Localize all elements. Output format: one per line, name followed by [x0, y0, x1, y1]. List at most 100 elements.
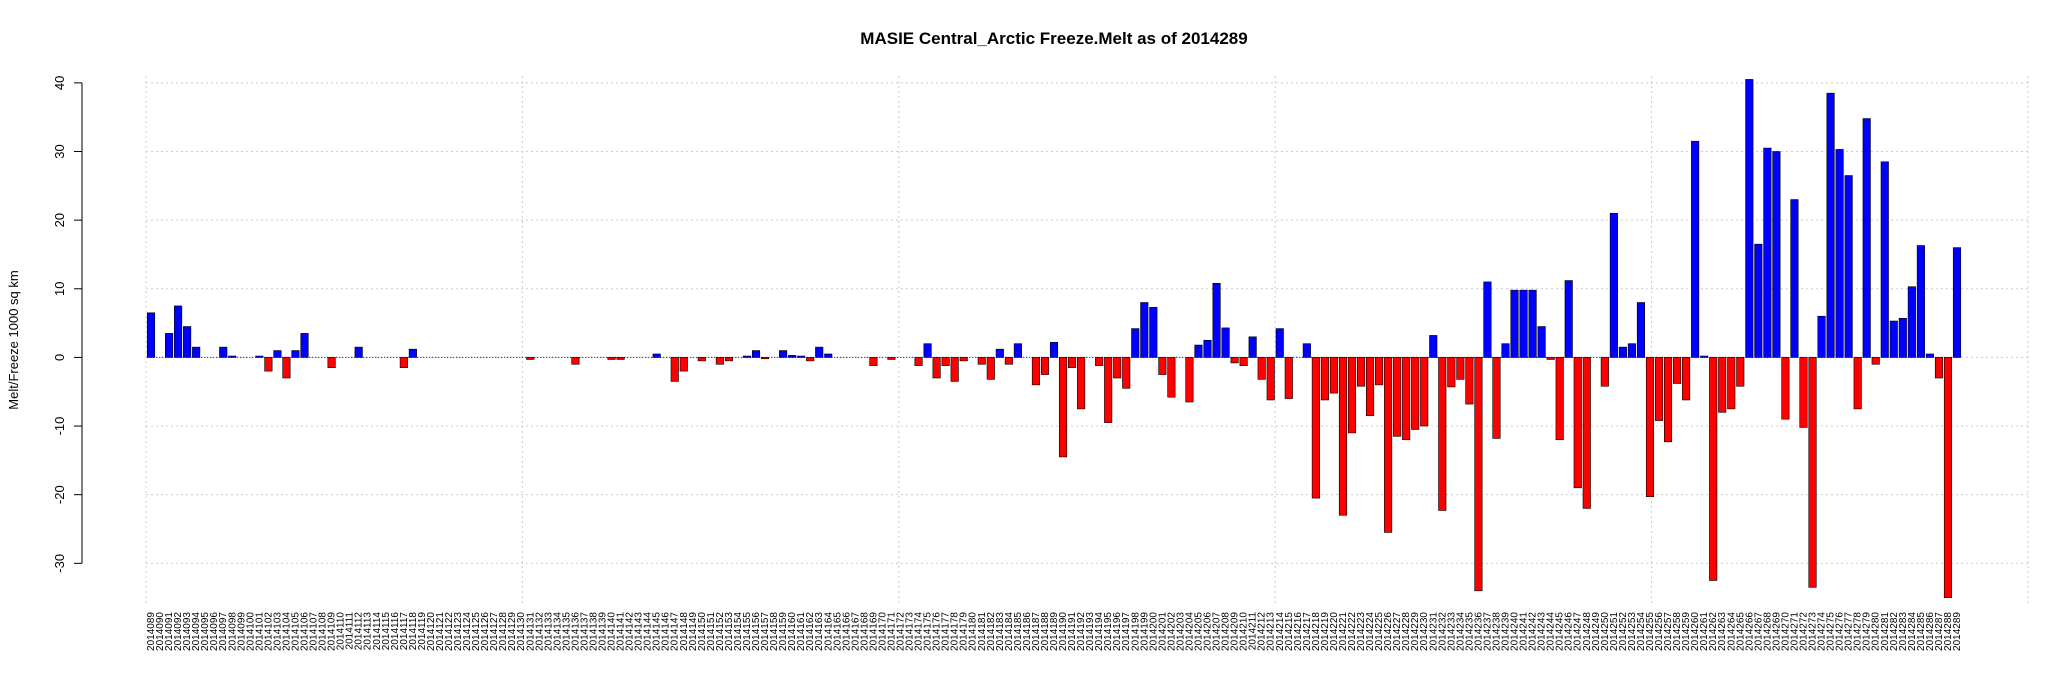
- bar: [1519, 289, 1528, 358]
- x-tick-label: 2014089: [146, 612, 157, 651]
- x-tick-label: 2014226: [1383, 612, 1394, 651]
- x-tick-label: 2014199: [1139, 612, 1150, 651]
- x-tick-label: 2014140: [607, 612, 618, 651]
- x-tick-label: 2014103: [272, 612, 283, 651]
- x-tick-label: 2014208: [1221, 612, 1232, 651]
- bar: [1952, 247, 1962, 358]
- x-tick-label: 2014184: [1004, 612, 1015, 651]
- x-tick-label: 2014120: [426, 612, 437, 651]
- bar: [815, 346, 824, 358]
- x-tick-label: 2014227: [1392, 612, 1403, 651]
- x-tick-label: 2014144: [643, 612, 654, 651]
- bar: [950, 357, 959, 382]
- bar: [1754, 243, 1763, 358]
- x-tick-label: 2014145: [652, 612, 663, 651]
- bar: [1826, 92, 1835, 358]
- x-tick-label: 2014191: [1067, 612, 1078, 651]
- x-tick-label: 2014237: [1482, 612, 1493, 651]
- x-tick-label: 2014289: [1952, 612, 1963, 651]
- bar: [1438, 357, 1447, 511]
- bar: [1844, 175, 1853, 358]
- x-tick-label: 2014121: [435, 612, 446, 651]
- bar: [1871, 357, 1880, 365]
- x-tick-label: 2014138: [588, 612, 599, 651]
- bar: [1528, 289, 1537, 358]
- bar: [1058, 357, 1068, 458]
- x-tick-label: 2014176: [932, 612, 943, 651]
- bar: [1031, 357, 1040, 386]
- x-tick-label: 2014252: [1618, 612, 1629, 651]
- x-tick-label: 2014258: [1672, 612, 1683, 651]
- x-tick-label: 2014149: [688, 612, 699, 651]
- bar: [616, 357, 625, 360]
- x-tick-label: 2014271: [1789, 612, 1800, 651]
- bar: [1257, 357, 1266, 380]
- bar: [1465, 357, 1474, 405]
- x-tick-label: 2014133: [543, 612, 554, 651]
- bar: [1284, 357, 1293, 399]
- bar: [1113, 357, 1122, 379]
- bar: [751, 350, 761, 358]
- x-tick-label: 2014185: [1013, 612, 1024, 651]
- x-tick-label: 2014177: [941, 612, 952, 651]
- bar: [1429, 335, 1438, 358]
- bar: [1049, 342, 1059, 358]
- bar: [1537, 326, 1546, 358]
- bar: [1745, 79, 1754, 358]
- bar: [1808, 357, 1817, 588]
- x-tick-label: 2014152: [715, 612, 726, 651]
- x-tick-label: 2014263: [1717, 612, 1728, 651]
- x-tick-label: 2014181: [977, 612, 988, 651]
- bar: [1013, 343, 1022, 358]
- x-tick-label: 2014251: [1609, 612, 1620, 651]
- x-tick-label: 2014193: [1085, 612, 1096, 651]
- x-tick-label: 2014128: [498, 612, 509, 651]
- bar: [1420, 357, 1429, 427]
- x-tick-label: 2014178: [950, 612, 961, 651]
- bar: [1862, 118, 1871, 358]
- x-tick-label: 2014273: [1808, 612, 1819, 651]
- x-tick-label: 2014136: [570, 612, 581, 651]
- x-tick-label: 2014183: [995, 612, 1006, 651]
- x-tick-label: 2014148: [679, 612, 690, 651]
- x-tick-label: 2014108: [318, 612, 329, 651]
- x-tick-label: 2014141: [616, 612, 627, 651]
- bar: [1555, 357, 1564, 441]
- bar: [282, 357, 291, 379]
- bar: [408, 348, 417, 358]
- y-tick-label: -30: [52, 554, 67, 573]
- bar: [652, 353, 661, 358]
- bar: [1447, 357, 1456, 388]
- bar: [291, 350, 300, 358]
- bar: [1609, 212, 1618, 358]
- x-tick-label: 2014126: [480, 612, 491, 651]
- x-tick-label: 2014143: [634, 612, 645, 651]
- x-tick-label: 2014260: [1690, 612, 1701, 651]
- x-tick-label: 2014150: [697, 612, 708, 651]
- bar: [1221, 327, 1230, 358]
- bar: [670, 357, 679, 382]
- bar: [941, 357, 950, 366]
- bar: [1356, 357, 1366, 387]
- x-tick-label: 2014242: [1528, 612, 1539, 651]
- x-tick-label: 2014247: [1573, 612, 1584, 651]
- bar: [1682, 357, 1691, 401]
- y-tick-label: 20: [52, 213, 67, 227]
- x-tick-label: 2014281: [1880, 612, 1891, 651]
- x-tick-label: 2014219: [1320, 612, 1331, 651]
- x-tick-label: 2014170: [877, 612, 888, 651]
- x-tick-label: 2014160: [787, 612, 798, 651]
- x-tick-label: 2014200: [1148, 612, 1159, 651]
- x-tick-label: 2014182: [986, 612, 997, 651]
- bar: [1673, 357, 1682, 384]
- x-tick-label: 2014112: [354, 612, 365, 651]
- bar: [399, 357, 408, 369]
- bar: [174, 305, 183, 358]
- y-tick-label: 30: [52, 144, 67, 158]
- x-tick-label: 2014230: [1419, 612, 1430, 651]
- x-tick-label: 2014117: [399, 612, 410, 651]
- bar: [146, 312, 156, 358]
- bar: [1817, 315, 1826, 358]
- x-tick-label: 2014257: [1663, 612, 1674, 651]
- x-tick-label: 2014285: [1916, 612, 1927, 651]
